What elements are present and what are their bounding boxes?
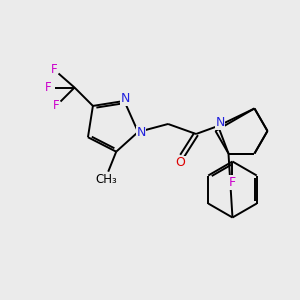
Text: O: O [175,157,185,169]
Text: CH₃: CH₃ [95,173,117,186]
Text: F: F [53,99,60,112]
Text: F: F [51,63,58,76]
Text: N: N [215,116,225,130]
Text: F: F [229,176,236,189]
Text: N: N [121,92,130,105]
Text: F: F [45,81,52,94]
Text: N: N [136,127,146,140]
